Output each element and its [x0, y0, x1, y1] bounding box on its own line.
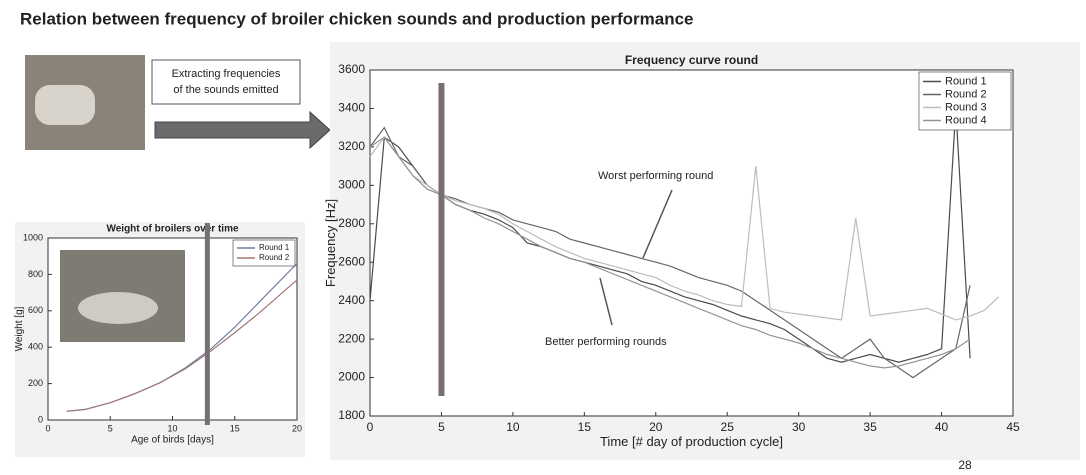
- series-line: [369, 136, 971, 369]
- x-axis-label: Time [# day of production cycle]: [600, 434, 783, 449]
- legend-label: Round 4: [945, 114, 987, 126]
- y-tick-label: 3000: [338, 178, 365, 192]
- series-line: [66, 279, 298, 412]
- x-tick-label: 20: [292, 423, 302, 433]
- annotation: Worst performing round: [598, 170, 713, 182]
- y-tick-label: 2600: [338, 254, 365, 268]
- legend-label: Round 2: [945, 88, 987, 100]
- chicken-photo-detail: [35, 85, 95, 125]
- plot-area: [369, 69, 1014, 417]
- x-tick-label: 15: [578, 420, 592, 434]
- page-number: 28: [958, 458, 972, 472]
- legend-label: Round 1: [259, 243, 290, 252]
- slide-title: Relation between frequency of broiler ch…: [20, 9, 694, 28]
- flow-label: Extracting frequencies: [172, 68, 281, 80]
- y-axis-label: Weight [g]: [14, 306, 25, 351]
- y-tick-label: 2800: [338, 216, 365, 230]
- legend-label: Round 3: [945, 101, 987, 113]
- legend-label: Round 2: [259, 253, 290, 262]
- y-tick-label: 400: [28, 342, 43, 352]
- y-tick-label: 3600: [338, 62, 365, 76]
- annotation-arrow: [599, 277, 613, 326]
- legend-label: Round 1: [945, 75, 987, 87]
- x-tick-label: 10: [506, 420, 520, 434]
- x-tick-label: 0: [367, 420, 374, 434]
- y-tick-label: 600: [28, 305, 43, 315]
- x-tick-label: 10: [167, 423, 177, 433]
- x-tick-label: 15: [230, 423, 240, 433]
- x-tick-label: 40: [935, 420, 949, 434]
- x-tick-label: 30: [792, 420, 806, 434]
- x-tick-label: 45: [1006, 420, 1020, 434]
- annotation-arrow: [642, 189, 673, 259]
- legend-box: [232, 239, 296, 267]
- y-tick-label: 2000: [338, 370, 365, 384]
- y-axis-label: Frequency [Hz]: [323, 199, 338, 287]
- x-tick-label: 35: [863, 420, 877, 434]
- x-tick-label: 5: [438, 420, 445, 434]
- y-tick-label: 200: [28, 378, 43, 388]
- x-tick-label: 5: [108, 423, 113, 433]
- y-tick-label: 800: [28, 269, 43, 279]
- y-tick-label: 0: [38, 414, 43, 424]
- y-tick-label: 2400: [338, 293, 365, 307]
- flow-box: [151, 59, 301, 105]
- x-axis-label: Age of birds [days]: [131, 434, 214, 445]
- chart-title: Frequency curve round: [625, 53, 758, 67]
- x-tick-label: 25: [721, 420, 735, 434]
- flow-arrow: [154, 110, 331, 150]
- y-tick-label: 1000: [23, 232, 43, 242]
- annotation: Better performing rounds: [545, 336, 667, 348]
- y-tick-label: 2200: [338, 331, 365, 345]
- flow-label: of the sounds emitted: [173, 84, 278, 96]
- y-tick-label: 3200: [338, 139, 365, 153]
- chart-title: Weight of broilers over time: [106, 224, 238, 235]
- x-tick-label: 20: [649, 420, 663, 434]
- x-tick-label: 0: [45, 423, 50, 433]
- y-tick-label: 3400: [338, 101, 365, 115]
- inset-photo-detail: [78, 292, 158, 324]
- series-line: [369, 136, 1000, 321]
- y-tick-label: 1800: [338, 408, 365, 422]
